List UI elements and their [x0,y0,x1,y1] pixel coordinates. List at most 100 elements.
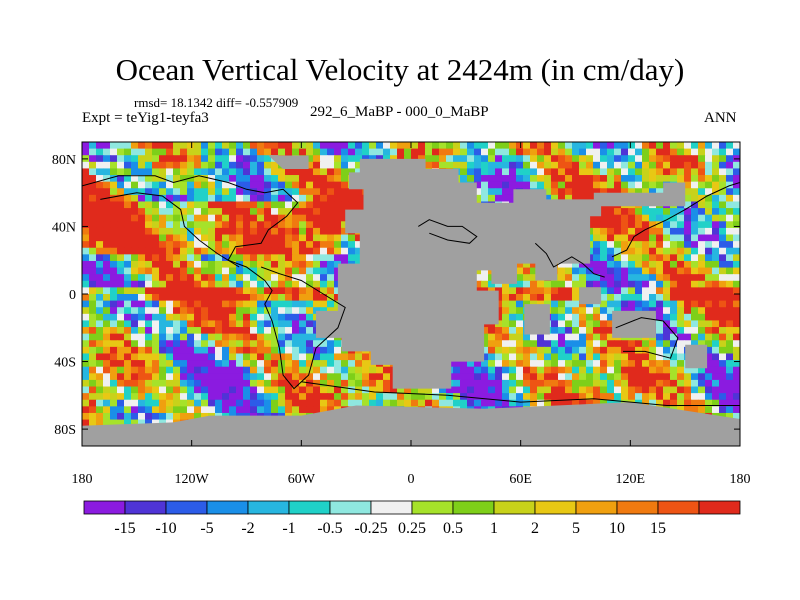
field-cell [117,419,125,427]
field-cell [96,327,104,335]
field-cell [572,333,580,341]
field-cell [166,161,174,170]
field-cell [243,379,251,388]
field-cell [495,287,503,295]
field-cell [292,227,300,236]
field-cell [642,227,650,236]
field-cell [110,142,118,150]
field-cell [222,227,230,236]
field-cell [635,181,643,189]
field-cell [103,287,111,295]
field-cell [313,393,321,401]
field-cell [264,254,272,262]
field-cell [663,241,671,249]
field-cell [110,366,118,374]
field-cell [600,393,608,401]
field-cell [208,161,216,170]
field-cell [257,300,265,308]
field-cell [607,366,615,374]
field-cell [369,393,377,401]
field-cell [572,175,580,183]
field-cell [642,386,650,394]
field-cell [236,148,244,156]
field-cell [698,247,706,255]
field-cell [138,148,146,156]
field-cell [264,393,272,401]
field-cell [215,227,223,236]
field-cell [712,181,720,189]
field-cell [292,280,300,288]
field-cell [453,379,461,388]
field-cell [523,340,531,348]
field-cell [684,366,692,374]
field-cell [264,373,272,381]
field-cell [313,168,321,176]
field-cell [215,313,223,322]
field-cell [103,300,111,308]
field-cell [383,393,391,401]
field-cell [600,142,608,150]
field-cell [621,379,629,388]
field-cell [222,353,230,361]
field-cell [173,313,181,322]
field-cell [201,366,209,374]
field-cell [299,254,307,262]
field-cell [600,181,608,189]
field-cell [299,260,307,269]
field-cell [726,340,734,348]
field-cell [397,155,405,163]
field-cell [117,313,125,322]
field-cell [236,327,244,335]
field-cell [600,360,608,368]
field-cell [593,188,601,196]
field-cell [110,412,118,421]
field-cell [334,201,342,209]
field-cell [180,254,188,262]
field-cell [670,386,678,394]
field-cell [89,307,97,315]
field-cell [215,234,223,242]
field-cell [705,307,713,315]
field-cell [600,373,608,381]
field-cell [152,280,160,288]
field-cell [677,287,685,295]
field-cell [278,241,286,249]
field-cell [579,142,587,150]
field-cell [159,161,167,170]
field-cell [145,393,153,401]
field-cell [229,214,237,222]
field-cell [488,399,496,407]
field-cell [152,227,160,236]
field-cell [537,181,545,189]
field-cell [229,148,237,156]
field-cell [299,373,307,381]
field-cell [698,175,706,183]
field-cell [502,393,510,401]
field-cell [397,393,405,401]
field-cell [719,241,727,249]
field-cell [166,386,174,394]
field-cell [215,142,223,150]
field-cell [621,221,629,229]
field-cell [166,366,174,374]
field-cell [334,274,342,282]
field-cell [544,287,552,295]
field-cell [642,260,650,269]
field-cell [271,366,279,374]
field-cell [383,386,391,394]
field-cell [257,247,265,255]
field-cell [705,294,713,302]
field-cell [131,142,139,150]
field-cell [614,155,622,163]
field-cell [677,227,685,236]
field-cell [488,327,496,335]
field-cell [635,393,643,401]
field-cell [229,333,237,341]
field-cell [236,241,244,249]
field-cell [96,201,104,209]
field-cell [656,307,664,315]
field-cell [285,247,293,255]
field-cell [320,360,328,368]
field-cell [530,373,538,381]
field-cell [670,267,678,275]
